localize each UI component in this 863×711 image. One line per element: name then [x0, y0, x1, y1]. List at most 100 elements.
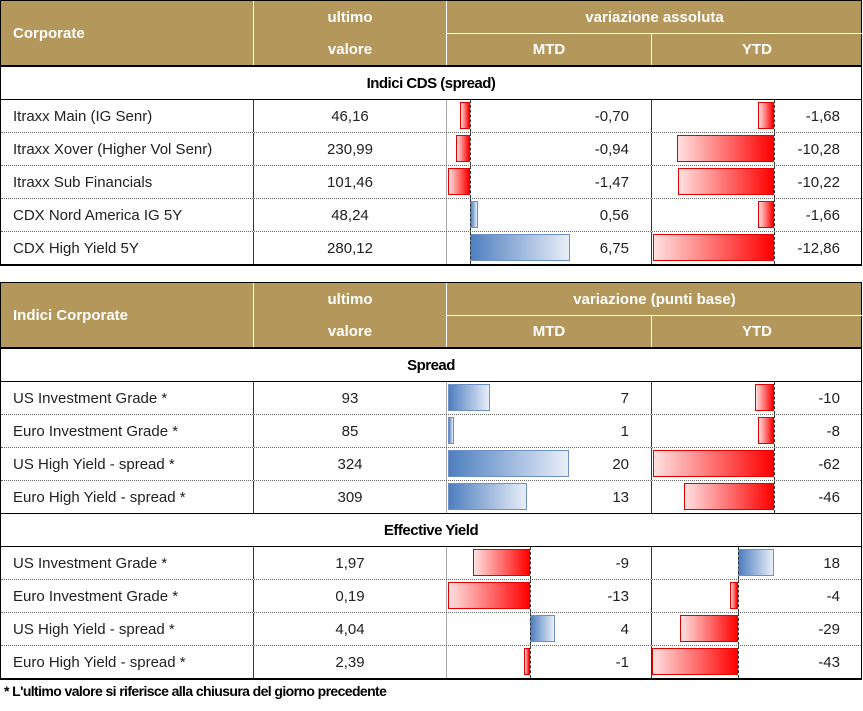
- row-name: Euro Investment Grade *: [1, 580, 254, 612]
- mtd-value: 13: [612, 488, 629, 506]
- mtd-cell: 0,56: [447, 199, 652, 231]
- mtd-data-bar: [448, 417, 455, 444]
- ytd-value: -10: [818, 389, 840, 407]
- header-last-top: ultimo: [254, 1, 447, 34]
- row-name: US Investment Grade *: [1, 547, 254, 579]
- table-row: Euro Investment Grade * 85 1 -8: [1, 415, 861, 448]
- mtd-axis-line: [470, 133, 471, 165]
- footnote: * L'ultimo valore si riferisce alla chiu…: [4, 683, 387, 699]
- ytd-value: -1,68: [805, 107, 840, 125]
- ytd-axis-line: [774, 382, 775, 414]
- mtd-value: -0,70: [594, 107, 629, 125]
- table-row: US High Yield - spread * 324 20 -62: [1, 448, 861, 481]
- table-row: US Investment Grade * 93 7 -10: [1, 382, 861, 415]
- row-value: 85: [254, 415, 447, 447]
- mtd-cell: -9: [447, 547, 652, 579]
- ytd-cell: -46: [652, 481, 862, 513]
- ytd-value: 18: [823, 554, 840, 572]
- ytd-data-bar: [684, 483, 774, 510]
- row-name: US High Yield - spread *: [1, 448, 254, 480]
- ytd-axis-line: [774, 133, 775, 165]
- ytd-cell: -43: [652, 646, 862, 678]
- table-row: CDX Nord America IG 5Y 48,24 0,56 -1,66: [1, 199, 861, 232]
- table-row: US Investment Grade * 1,97 -9 18: [1, 547, 861, 580]
- mtd-value: 6,75: [599, 239, 629, 257]
- header-ytd: YTD: [742, 41, 772, 58]
- row-name: CDX High Yield 5Y: [1, 232, 254, 264]
- mtd-value: -1: [615, 653, 629, 671]
- mtd-cell: 13: [447, 481, 652, 513]
- table-row: CDX High Yield 5Y 280,12 6,75 -12,86: [1, 232, 861, 265]
- row-name: Euro High Yield - spread *: [1, 646, 254, 678]
- mtd-value: 1: [620, 422, 629, 440]
- ytd-axis-line: [774, 448, 775, 480]
- ytd-axis-line: [738, 580, 739, 612]
- mtd-cell: 7: [447, 382, 652, 414]
- mtd-data-bar: [473, 549, 530, 576]
- row-name: Euro Investment Grade *: [1, 415, 254, 447]
- header-corner: Indici Corporate: [1, 283, 254, 347]
- ytd-axis-line: [738, 547, 739, 579]
- table-row: Euro High Yield - spread * 309 13 -46: [1, 481, 861, 514]
- ytd-cell: -10: [652, 382, 862, 414]
- row-value: 101,46: [254, 166, 447, 198]
- header-group: variazione (punti base): [447, 283, 862, 316]
- mtd-value: -1,47: [594, 173, 629, 191]
- mtd-axis-line: [470, 199, 471, 231]
- ytd-data-bar: [730, 582, 738, 609]
- header-mtd: MTD: [447, 316, 652, 347]
- row-value: 93: [254, 382, 447, 414]
- ytd-axis-line: [774, 415, 775, 447]
- mtd-cell: 20: [447, 448, 652, 480]
- mtd-value: 7: [620, 389, 629, 407]
- row-value: 280,12: [254, 232, 447, 264]
- ytd-value: -12,86: [797, 239, 840, 257]
- row-name: US High Yield - spread *: [1, 613, 254, 645]
- ytd-value: -29: [818, 620, 840, 638]
- mtd-axis-line: [530, 547, 531, 579]
- table-row: Itraxx Sub Financials 101,46 -1,47 -10,22: [1, 166, 861, 199]
- ytd-data-bar: [652, 648, 738, 675]
- row-name: Itraxx Sub Financials: [1, 166, 254, 198]
- ytd-cell: -4: [652, 580, 862, 612]
- ytd-value: -4: [826, 587, 840, 605]
- table-row: Itraxx Xover (Higher Vol Senr) 230,99 -0,9…: [1, 133, 861, 166]
- mtd-data-bar: [448, 582, 530, 609]
- mtd-cell: -13: [447, 580, 652, 612]
- mtd-cell: -1: [447, 646, 652, 678]
- ytd-data-bar: [738, 549, 774, 576]
- mtd-data-bar: [523, 648, 530, 675]
- row-name: Itraxx Xover (Higher Vol Senr): [1, 133, 254, 165]
- ytd-data-bar: [677, 135, 774, 162]
- row-value: 46,16: [254, 100, 447, 132]
- row-value: 2,39: [254, 646, 447, 678]
- ytd-cell: 18: [652, 547, 862, 579]
- mtd-data-bar: [459, 102, 470, 129]
- row-name: Itraxx Main (IG Senr): [1, 100, 254, 132]
- table-header: Corporate ultimo valore variazione assoluta…: [1, 1, 862, 67]
- mtd-value: 0,56: [599, 206, 629, 224]
- mtd-cell: -1,47: [447, 166, 652, 198]
- ytd-axis-line: [774, 100, 775, 132]
- ytd-data-bar: [758, 102, 774, 129]
- ytd-value: -46: [818, 488, 840, 506]
- ytd-data-bar: [754, 384, 774, 411]
- ytd-value: -1,66: [805, 206, 840, 224]
- ytd-data-bar: [677, 168, 774, 195]
- mtd-value: -9: [615, 554, 629, 572]
- ytd-cell: -10,22: [652, 166, 862, 198]
- ytd-value: -10,22: [797, 173, 840, 191]
- corporate-indices-table: Indici Corporate ultimo valore variazione (…: [0, 282, 862, 680]
- row-value: 48,24: [254, 199, 447, 231]
- ytd-axis-line: [738, 646, 739, 678]
- ytd-value: -62: [818, 455, 840, 473]
- mtd-axis-line: [470, 100, 471, 132]
- mtd-axis-line: [530, 646, 531, 678]
- ytd-axis-line: [774, 199, 775, 231]
- mtd-value: -13: [607, 587, 629, 605]
- mtd-data-bar: [448, 483, 527, 510]
- mtd-value: 4: [620, 620, 629, 638]
- mtd-cell: -0,94: [447, 133, 652, 165]
- mtd-data-bar: [470, 234, 570, 261]
- ytd-value: -43: [818, 653, 840, 671]
